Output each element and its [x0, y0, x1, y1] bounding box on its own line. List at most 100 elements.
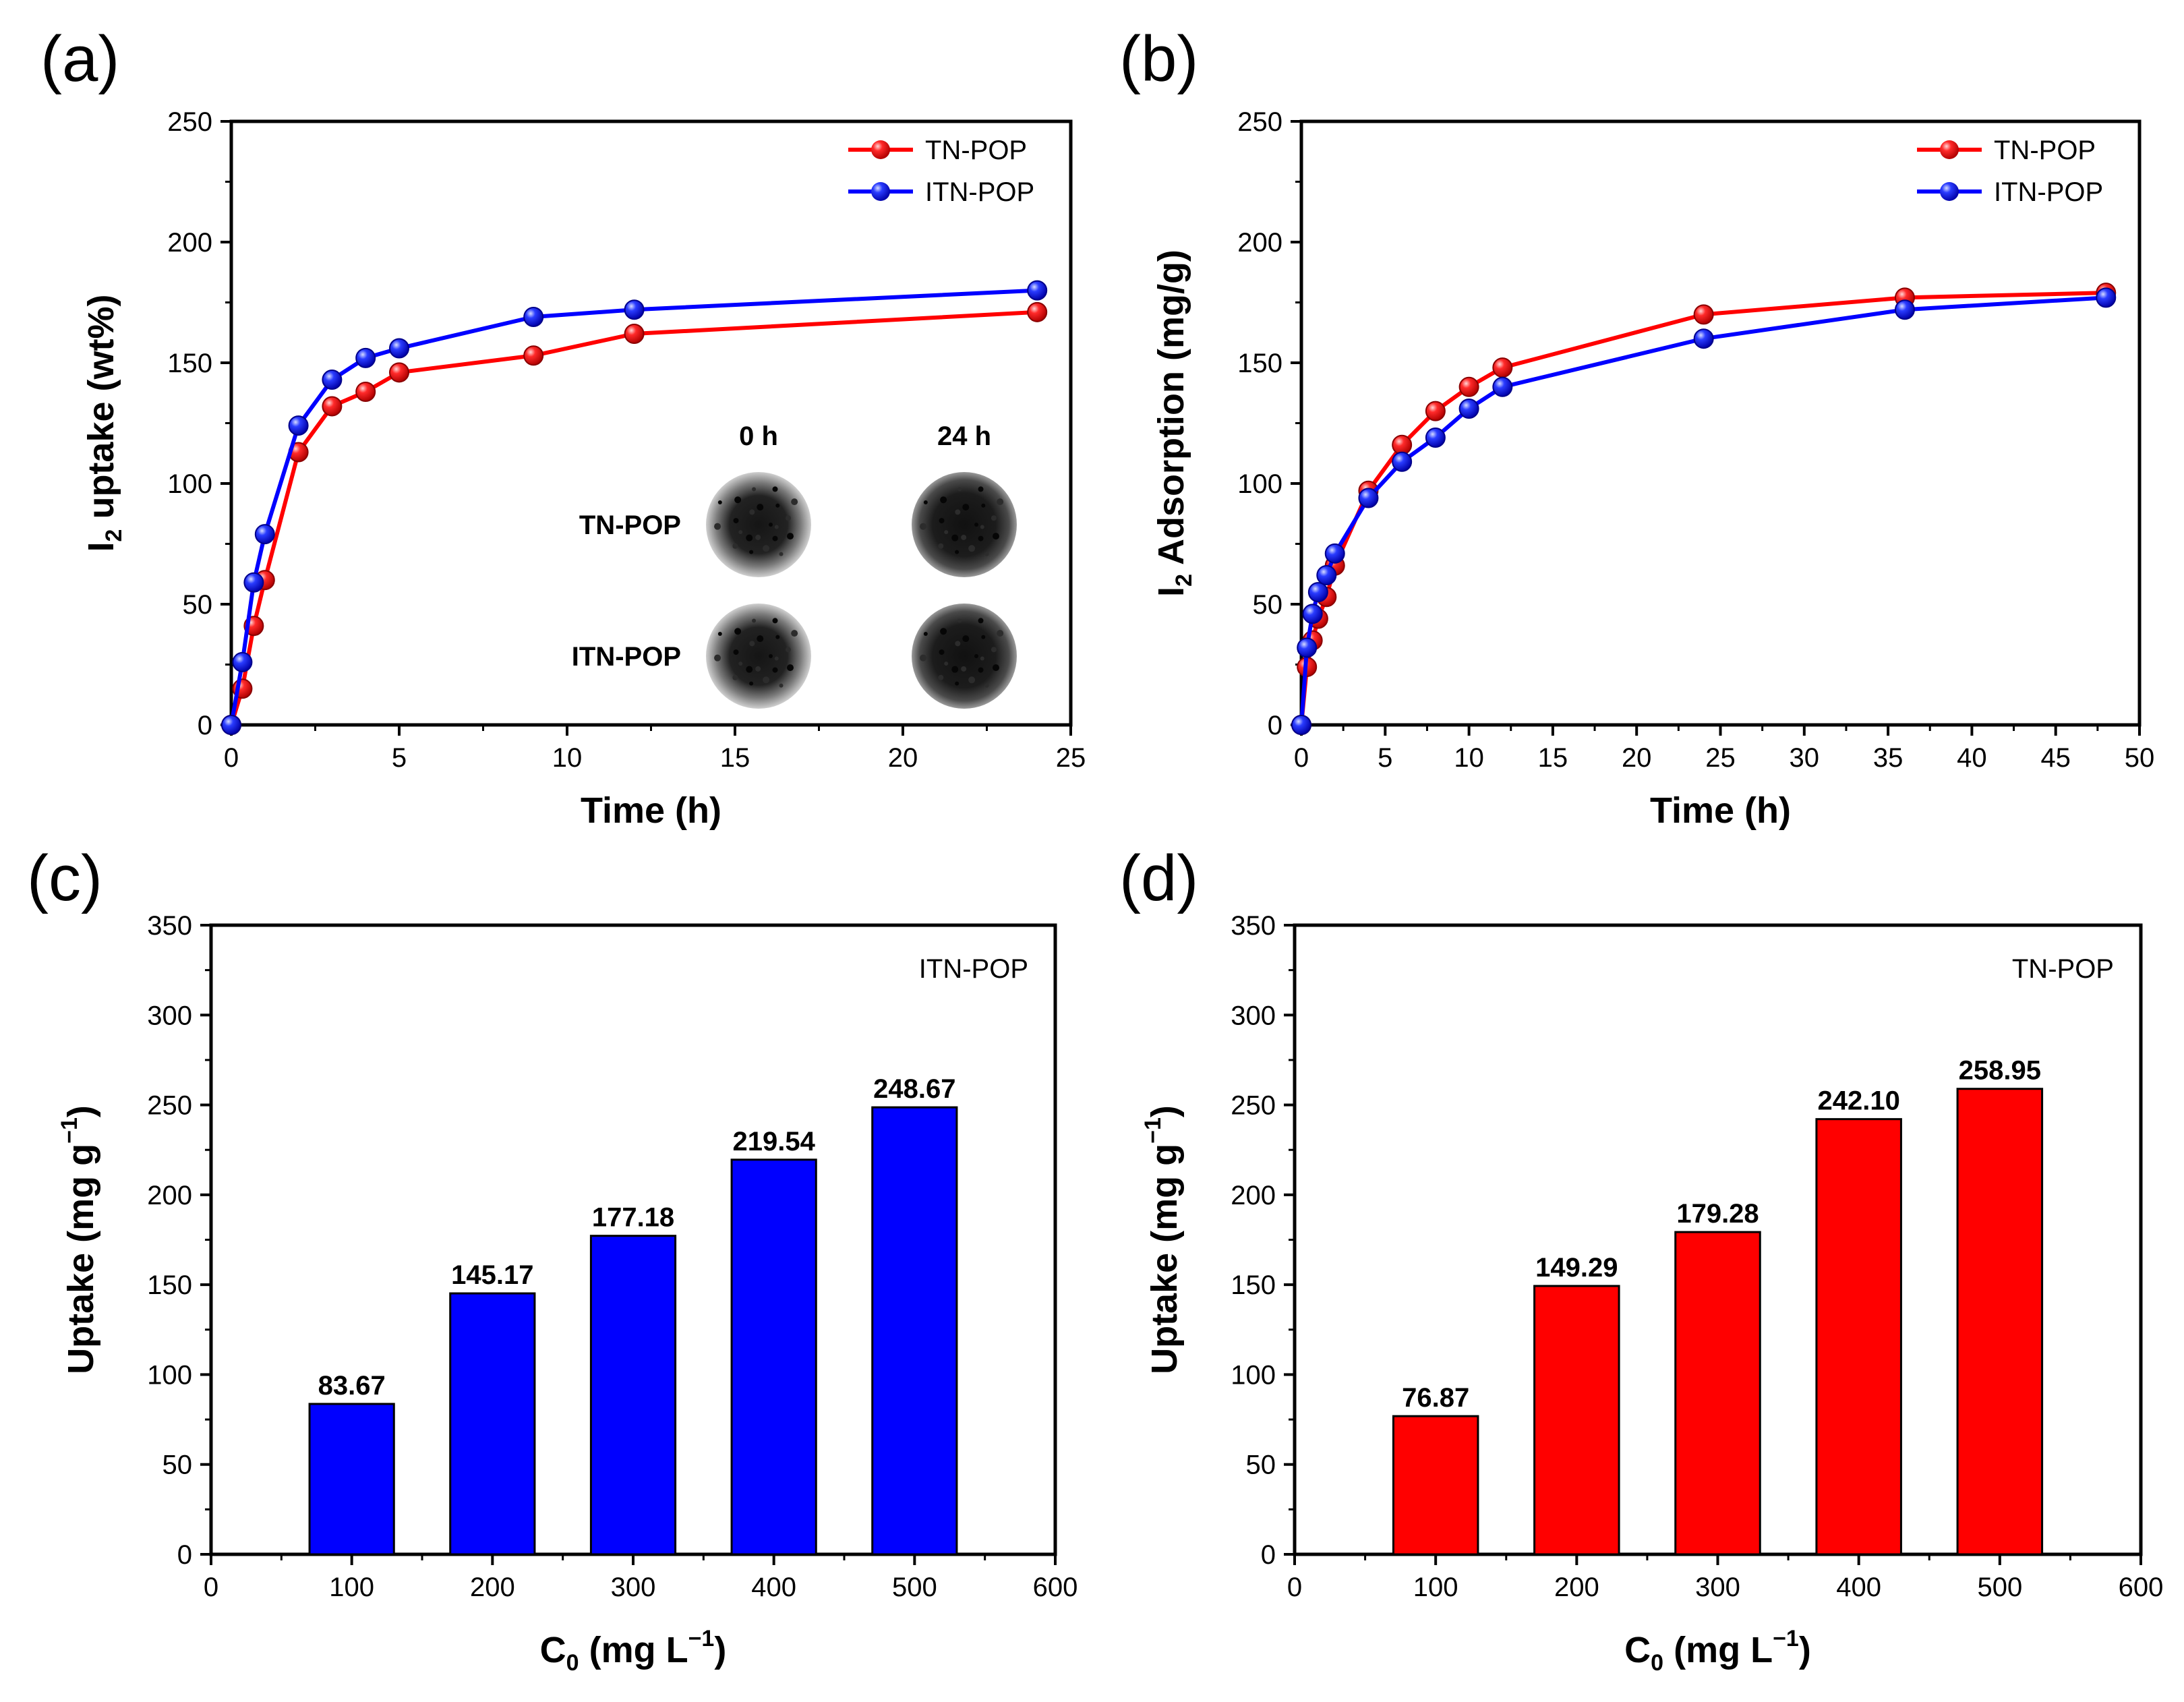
legend-marker	[1940, 140, 1959, 159]
data-point-TN-POP	[1458, 376, 1479, 397]
y-tick-label: 250	[1237, 107, 1282, 137]
x-tick-label: 200	[1554, 1573, 1599, 1602]
y-tick-label: 200	[1237, 228, 1282, 258]
x-tick-label: 600	[1033, 1573, 1078, 1602]
sample-speckle	[786, 664, 794, 672]
sample-speckle	[955, 550, 960, 554]
sample-photo	[912, 472, 1017, 577]
sample-speckle	[944, 530, 949, 535]
data-point-ITN-POP	[232, 651, 253, 672]
y-tick-label: 100	[1237, 469, 1282, 499]
bar	[1533, 1285, 1620, 1556]
sample-speckle	[763, 545, 770, 552]
sample-speckle	[981, 503, 986, 508]
sample-speckle	[732, 543, 738, 549]
y-tick-label: 150	[147, 1270, 192, 1300]
x-tick-label: 0	[224, 743, 239, 773]
x-tick-label: 5	[392, 743, 407, 773]
sample-speckle	[714, 523, 721, 530]
bar	[1956, 1088, 2044, 1556]
x-axis-label: C0 (mg L−1)	[1624, 1626, 1811, 1676]
sample-speckle	[786, 533, 794, 540]
sample-photo	[706, 604, 811, 709]
series-tag: ITN-POP	[919, 954, 1028, 984]
sample-speckle	[962, 635, 970, 643]
x-tick-label: 20	[1622, 743, 1652, 773]
x-tick-label: 30	[1790, 743, 1820, 773]
data-point-ITN-POP	[523, 306, 544, 327]
data-point-ITN-POP	[322, 370, 343, 390]
sample-speckle	[955, 641, 961, 647]
plot-frame	[1299, 119, 2142, 727]
sample-speckle	[940, 496, 947, 504]
bar	[308, 1403, 395, 1556]
panel-3: (d) 0 100 200 300 400 500 600 0 50 100 150 200 250 300…	[1119, 842, 2163, 1676]
y-tick-label: 0	[1268, 711, 1282, 740]
x-tick-label: 100	[329, 1573, 374, 1602]
y-tick-label: 50	[163, 1450, 193, 1480]
series-line-ITN-POP	[1299, 295, 2106, 726]
sample-speckle	[997, 498, 1004, 506]
x-tick-label: 0	[1287, 1573, 1302, 1602]
sample-speckle	[991, 647, 997, 653]
sample-speckle	[980, 525, 984, 529]
y-tick-label: 50	[1253, 590, 1283, 620]
inset-column-label: 0 h	[739, 421, 778, 451]
data-point-ITN-POP	[221, 715, 241, 735]
data-point-ITN-POP	[1392, 451, 1413, 472]
panel-2: (c) 0 100 200 300 400 500 600 0 50 100 150 200 250 300…	[27, 842, 1078, 1676]
y-tick-label: 250	[167, 107, 212, 137]
y-tick-label: 150	[1237, 349, 1282, 378]
sample-speckle	[920, 523, 927, 530]
x-tick-label: 5	[1378, 743, 1392, 773]
sample-speckle	[923, 500, 928, 504]
sample-speckle	[978, 618, 984, 624]
sample-speckle	[732, 674, 738, 680]
sample-speckle	[957, 487, 962, 492]
panel-label: (b)	[1119, 23, 1198, 95]
x-tick-label: 0	[204, 1573, 218, 1602]
bar-value-label: 76.87	[1402, 1383, 1469, 1413]
y-tick-label: 300	[147, 1001, 192, 1030]
sample-speckle	[749, 550, 754, 554]
sample-speckle	[968, 676, 976, 684]
y-tick-label: 100	[167, 469, 212, 499]
sample-speckle	[749, 681, 754, 686]
sample-speckle	[984, 683, 989, 688]
bar-value-label: 83.67	[318, 1371, 386, 1401]
y-tick-label: 100	[147, 1360, 192, 1390]
sample-speckle	[962, 504, 970, 511]
sample-speckle	[749, 509, 755, 515]
sample-speckle	[757, 504, 764, 511]
sample-speckle	[757, 635, 764, 643]
y-tick-label: 350	[1231, 911, 1276, 941]
bar	[871, 1106, 958, 1556]
x-tick-label: 100	[1413, 1573, 1458, 1602]
data-point-ITN-POP	[355, 347, 376, 368]
inset-row-label: ITN-POP	[572, 642, 681, 672]
data-point-TN-POP	[355, 381, 376, 402]
y-axis-label: Uptake (mg g−1)	[1140, 1105, 1185, 1374]
sample-speckle	[785, 647, 791, 653]
x-tick-label: 200	[470, 1573, 515, 1602]
sample-speckle	[992, 664, 999, 672]
sample-speckle	[733, 649, 739, 655]
sample-speckle	[957, 618, 962, 623]
y-tick-label: 100	[1231, 1360, 1276, 1390]
sample-speckle	[769, 654, 773, 658]
data-point-TN-POP	[1425, 401, 1446, 421]
bar-value-label: 177.18	[592, 1203, 674, 1233]
sample-speckle	[978, 486, 984, 492]
sample-speckle	[940, 628, 947, 635]
x-axis-label: C0 (mg L−1)	[540, 1626, 727, 1676]
data-point-TN-POP	[389, 362, 409, 383]
sample-speckle	[772, 667, 778, 673]
sample-speckle	[734, 628, 742, 635]
x-tick-label: 50	[2125, 743, 2155, 773]
sample-speckle	[746, 666, 753, 673]
sample-speckle	[775, 503, 780, 508]
y-tick-label: 150	[167, 349, 212, 378]
sample-speckle	[755, 666, 761, 672]
sample-speckle	[997, 630, 1004, 637]
